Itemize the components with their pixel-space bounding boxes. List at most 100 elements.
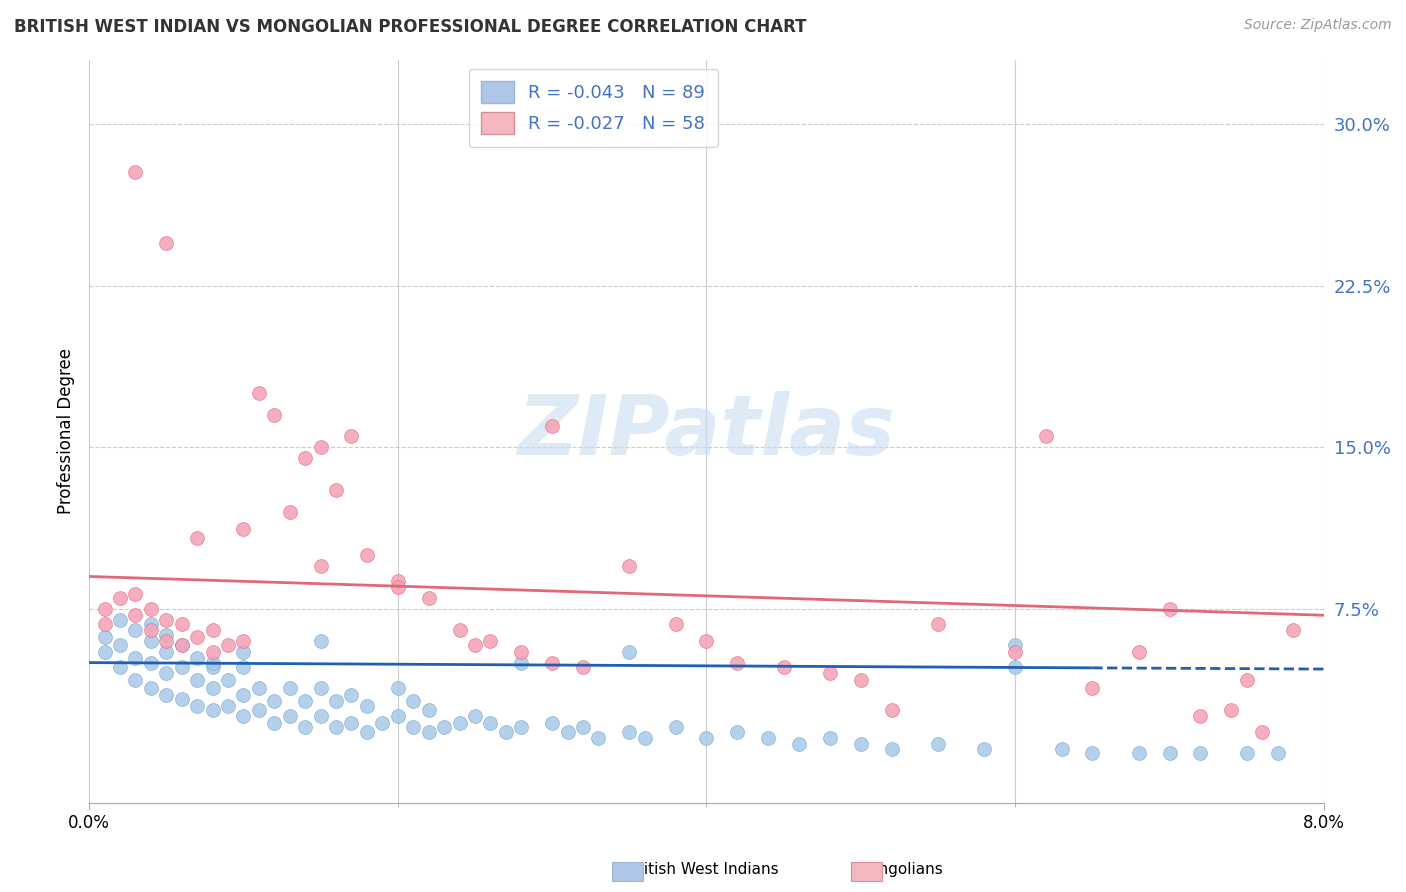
Point — [93, 616, 115, 631]
Point — [263, 694, 285, 708]
Text: ZIPatlas: ZIPatlas — [517, 391, 896, 472]
Point — [1004, 660, 1026, 674]
Point — [541, 656, 564, 670]
Point — [294, 450, 316, 465]
Point — [155, 613, 177, 627]
Point — [927, 616, 949, 631]
Point — [665, 720, 688, 734]
Point — [557, 724, 579, 739]
Point — [325, 694, 347, 708]
Point — [725, 724, 748, 739]
Text: British West Indians: British West Indians — [627, 863, 779, 877]
Point — [155, 235, 177, 250]
Point — [247, 681, 270, 696]
Point — [356, 548, 378, 562]
Point — [695, 731, 717, 745]
Point — [170, 639, 193, 653]
Point — [418, 724, 440, 739]
Point — [247, 386, 270, 401]
Point — [588, 731, 610, 745]
Point — [124, 651, 146, 665]
Point — [619, 645, 641, 659]
Point — [387, 574, 409, 588]
Point — [402, 694, 425, 708]
Point — [356, 698, 378, 713]
Point — [418, 703, 440, 717]
Point — [479, 715, 502, 730]
Point — [387, 709, 409, 723]
Point — [217, 698, 239, 713]
Point — [449, 624, 471, 638]
Point — [124, 608, 146, 623]
Point — [1282, 624, 1305, 638]
Point — [124, 587, 146, 601]
Point — [572, 720, 595, 734]
Point — [217, 639, 239, 653]
Point — [1189, 746, 1212, 760]
Point — [139, 624, 162, 638]
Point — [725, 656, 748, 670]
Point — [93, 630, 115, 644]
Point — [340, 688, 363, 702]
Point — [201, 656, 224, 670]
Point — [880, 703, 903, 717]
Point — [665, 616, 688, 631]
Point — [1128, 645, 1150, 659]
Point — [1236, 746, 1258, 760]
Point — [186, 673, 208, 687]
Point — [201, 624, 224, 638]
Point — [247, 703, 270, 717]
Point — [1159, 746, 1181, 760]
Point — [170, 639, 193, 653]
Point — [155, 634, 177, 648]
Point — [124, 164, 146, 178]
Point — [464, 709, 486, 723]
Point — [108, 639, 131, 653]
Text: BRITISH WEST INDIAN VS MONGOLIAN PROFESSIONAL DEGREE CORRELATION CHART: BRITISH WEST INDIAN VS MONGOLIAN PROFESS… — [14, 18, 807, 36]
Point — [1189, 709, 1212, 723]
Point — [278, 505, 301, 519]
Point — [1081, 746, 1104, 760]
Point — [619, 558, 641, 573]
Point — [449, 715, 471, 730]
Point — [1004, 639, 1026, 653]
Point — [108, 591, 131, 605]
Point — [1050, 741, 1073, 756]
Point — [541, 715, 564, 730]
Point — [818, 731, 841, 745]
Point — [186, 698, 208, 713]
Point — [93, 601, 115, 615]
Legend: R = -0.043   N = 89, R = -0.027   N = 58: R = -0.043 N = 89, R = -0.027 N = 58 — [468, 69, 717, 147]
Point — [278, 681, 301, 696]
Point — [217, 673, 239, 687]
Point — [294, 694, 316, 708]
Point — [201, 681, 224, 696]
Point — [232, 709, 254, 723]
Point — [325, 720, 347, 734]
Point — [139, 634, 162, 648]
Point — [695, 634, 717, 648]
Point — [510, 656, 533, 670]
Point — [572, 660, 595, 674]
Point — [340, 429, 363, 443]
Point — [278, 709, 301, 723]
Point — [849, 673, 872, 687]
Text: Mongolians: Mongolians — [856, 863, 943, 877]
Point — [309, 681, 332, 696]
Point — [263, 715, 285, 730]
Point — [139, 656, 162, 670]
Point — [849, 738, 872, 752]
Point — [387, 580, 409, 594]
Y-axis label: Professional Degree: Professional Degree — [58, 348, 75, 514]
Point — [155, 627, 177, 641]
Point — [108, 613, 131, 627]
Point — [340, 715, 363, 730]
Point — [1220, 703, 1243, 717]
Text: Source: ZipAtlas.com: Source: ZipAtlas.com — [1244, 18, 1392, 32]
Point — [124, 624, 146, 638]
Point — [387, 681, 409, 696]
Point — [124, 673, 146, 687]
Point — [371, 715, 394, 730]
Point — [139, 681, 162, 696]
Point — [433, 720, 456, 734]
